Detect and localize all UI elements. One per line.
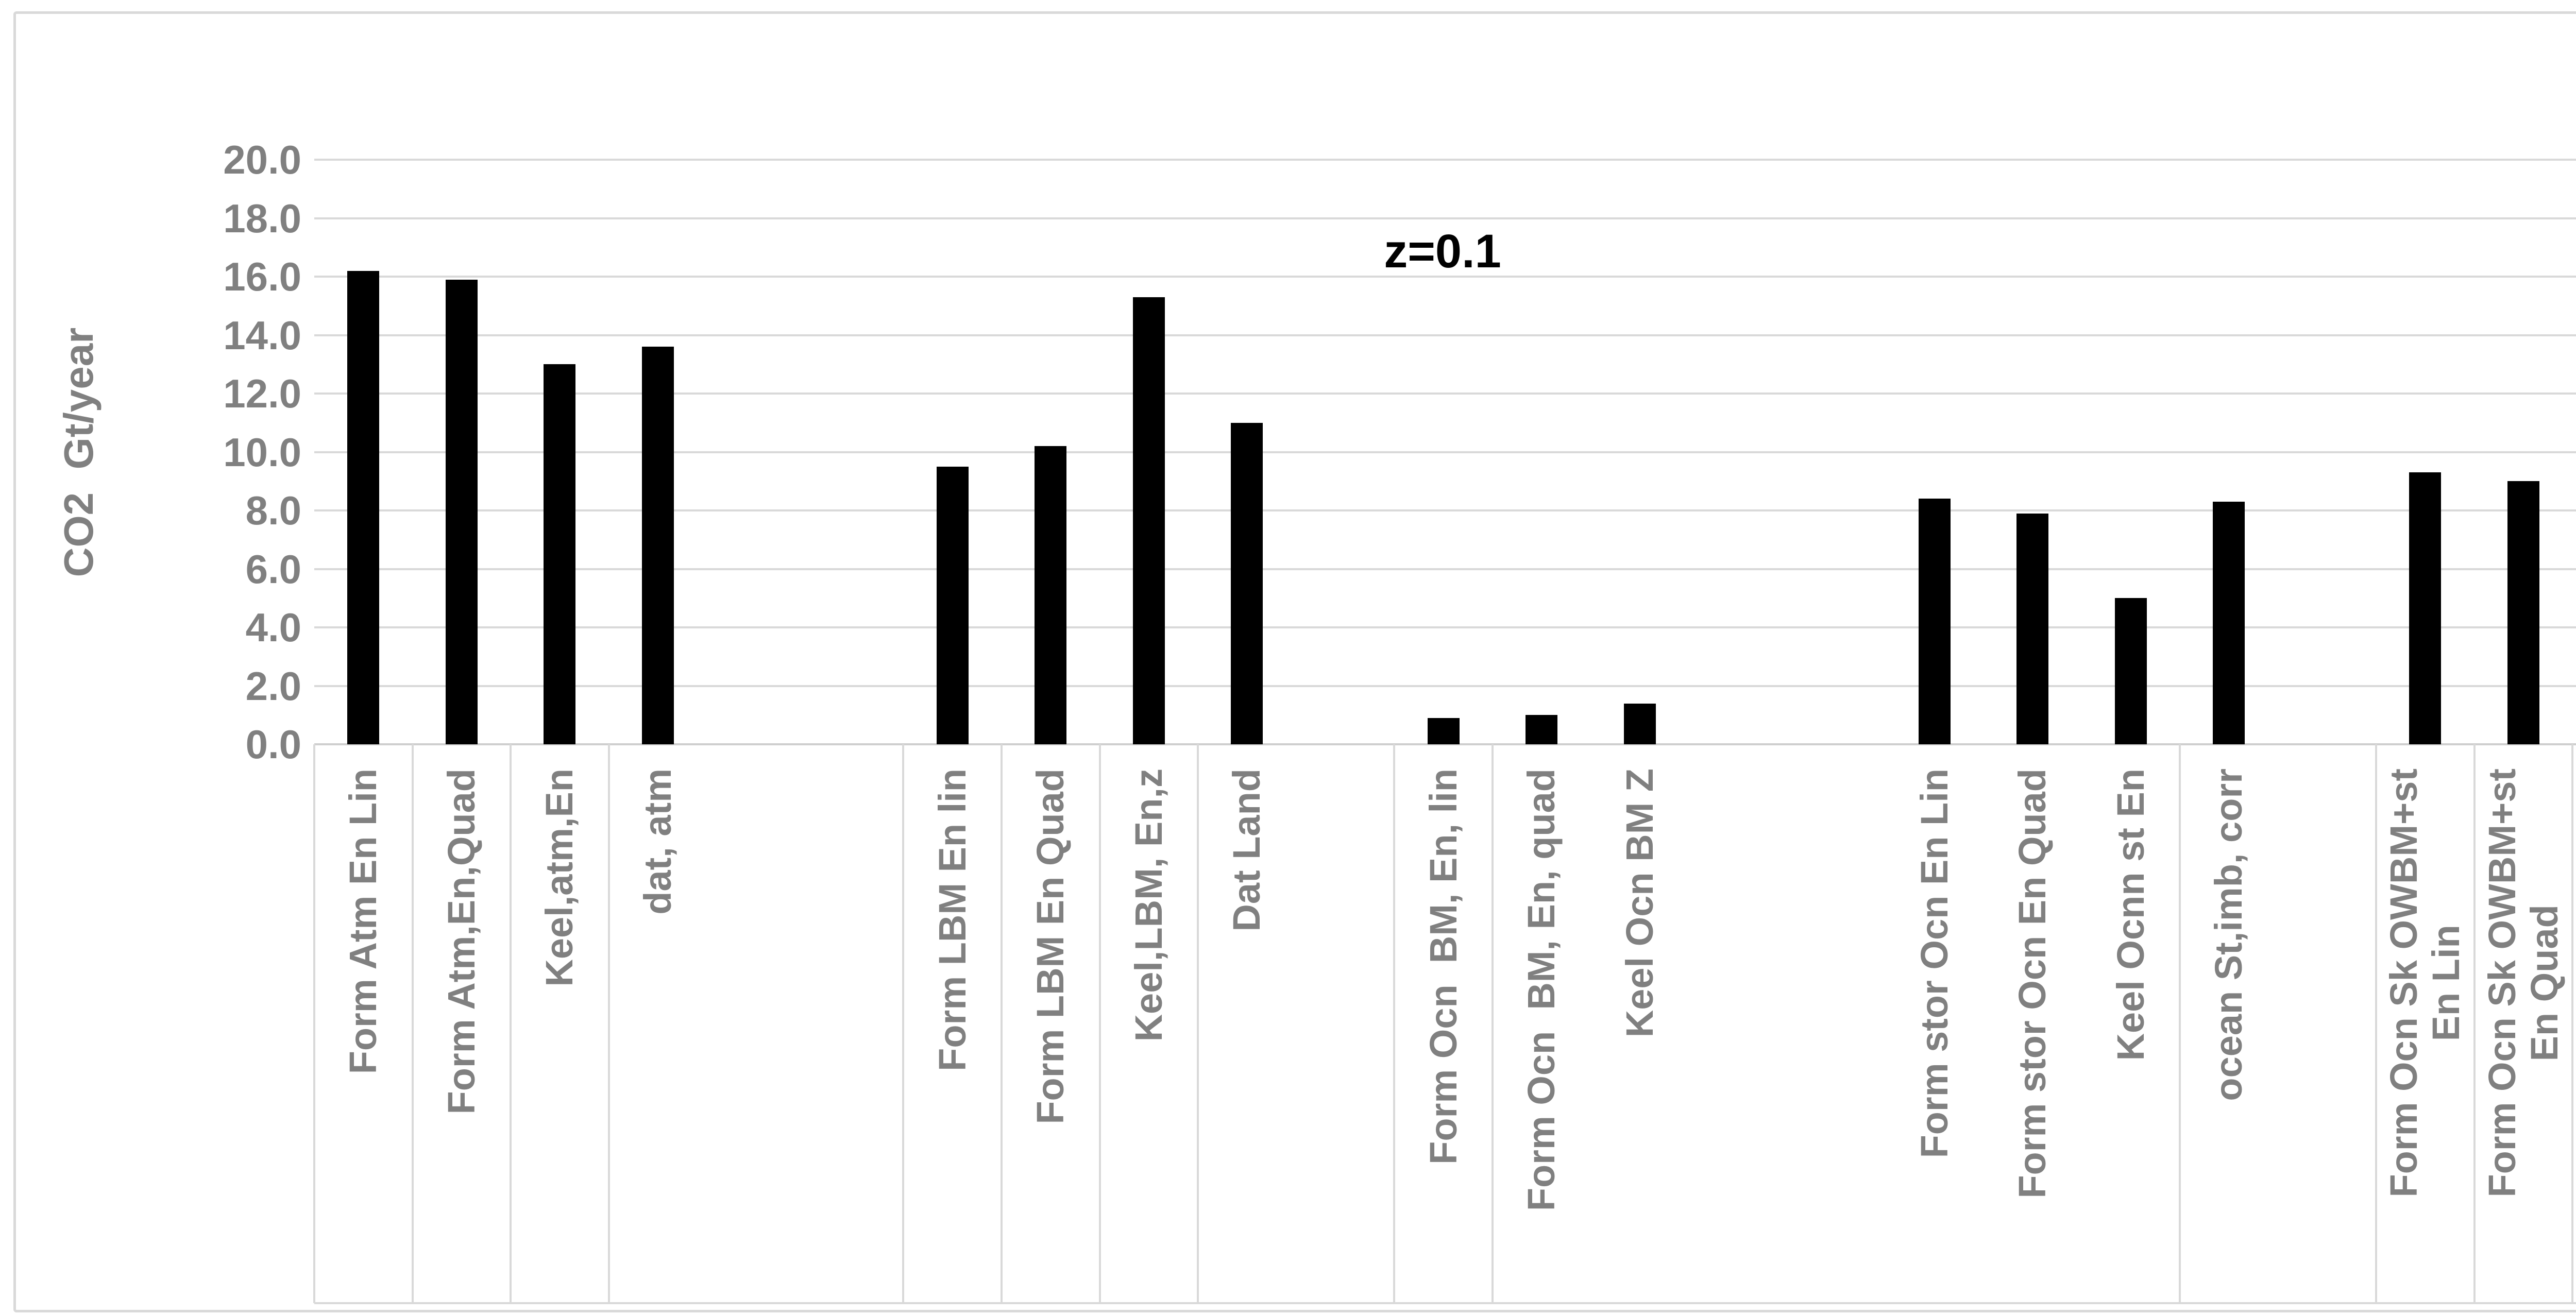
category-label: Form Ocn BM, En, quad	[1520, 768, 1563, 1211]
category-label: dat, atm	[636, 768, 680, 915]
category-cell-border	[902, 744, 905, 1303]
category-label: Form Atm En Lin	[342, 768, 385, 1074]
category-label: Keel,LBM, En,z	[1127, 768, 1170, 1042]
gridline	[314, 743, 2576, 745]
y-tick-label: 8.0	[245, 488, 301, 533]
chart-title-annotation: z=0.1	[1384, 225, 1501, 278]
bar	[544, 364, 576, 744]
gridline	[314, 451, 2576, 453]
bar	[347, 270, 380, 744]
gridline	[314, 217, 2576, 219]
category-label: Form Ocn Sk OWBM+st En Lin	[2382, 768, 2468, 1198]
gridline	[314, 626, 2576, 628]
y-tick-label: 4.0	[245, 605, 301, 650]
category-label: Keel Ocn BM Z	[1618, 768, 1661, 1038]
gridline	[314, 334, 2576, 336]
bar	[1918, 499, 1951, 744]
category-cell-border	[1197, 744, 1199, 1303]
bar	[2409, 472, 2442, 744]
category-cell-border	[1491, 744, 1494, 1303]
category-cell-border	[1001, 744, 1003, 1303]
category-label: Form LBM En lin	[930, 768, 974, 1071]
bar	[642, 347, 674, 744]
bar	[1526, 715, 1558, 744]
category-cell-border	[607, 744, 610, 1303]
bar	[936, 466, 969, 744]
category-cell-border	[411, 744, 414, 1303]
bar	[1427, 718, 1460, 744]
category-label: Form LBM En Quad	[1029, 768, 1072, 1124]
category-cell-border	[1393, 744, 1396, 1303]
chart-frame	[13, 11, 2576, 1312]
category-cell-border	[2178, 744, 2181, 1303]
category-cell-border	[510, 744, 512, 1303]
gridline	[314, 685, 2576, 687]
bar	[1132, 297, 1165, 744]
category-cell-border	[2473, 744, 2476, 1303]
category-label: Keel,atm,En	[538, 768, 581, 987]
bar	[2213, 501, 2245, 744]
bar	[1035, 446, 1067, 744]
bar	[1231, 422, 1263, 744]
category-cell-border	[2375, 744, 2378, 1303]
bar	[1623, 703, 1656, 744]
y-tick-label: 18.0	[223, 195, 301, 241]
y-tick-label: 2.0	[245, 663, 301, 709]
y-tick-label: 10.0	[223, 429, 301, 475]
y-tick-label: 12.0	[223, 371, 301, 416]
gridline	[314, 276, 2576, 278]
category-row-bottom-border	[314, 1302, 2576, 1304]
category-cell-border	[313, 744, 315, 1303]
category-label: Keel Ocnn st En	[2109, 768, 2152, 1061]
category-label: Form stor Ocn En Lin	[1912, 768, 1956, 1158]
gridline	[314, 568, 2576, 570]
gridline	[314, 159, 2576, 161]
gridline	[314, 509, 2576, 511]
bar	[445, 279, 478, 744]
category-label: Form stor Ocn En Quad	[2011, 768, 2054, 1199]
bar	[2016, 513, 2049, 744]
category-cell-border	[2571, 744, 2574, 1303]
y-tick-label: 14.0	[223, 312, 301, 358]
category-label: Form Ocn Sk OWBM+st En Quad	[2480, 768, 2566, 1198]
gridline	[314, 392, 2576, 395]
y-tick-label: 20.0	[223, 137, 301, 182]
bar	[2507, 481, 2539, 744]
y-tick-label: 16.0	[223, 254, 301, 299]
category-label: ocean St,imb, corr	[2207, 768, 2250, 1101]
bar	[2114, 598, 2147, 744]
category-cell-border	[1098, 744, 1101, 1303]
category-label: Form Atm,En,Quad	[439, 768, 483, 1115]
y-tick-label: 0.0	[245, 722, 301, 767]
category-label: Form Ocn BM, En, lin	[1421, 768, 1465, 1165]
y-tick-label: 6.0	[245, 546, 301, 592]
category-label: Dat Land	[1225, 768, 1268, 932]
